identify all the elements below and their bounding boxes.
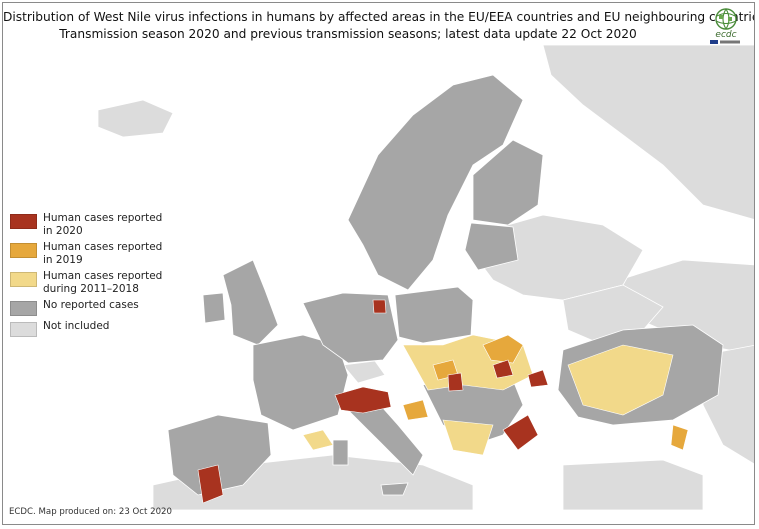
legend-swatch-2020 (10, 214, 37, 229)
ecdc-logo: ecdc (710, 8, 740, 44)
legend-item-2020: Human cases reported in 2020 (10, 212, 175, 237)
legend-label-no-cases: No reported cases (43, 299, 139, 311)
cases-2019-regions (402, 334, 689, 451)
legend-label-2020: Human cases reported in 2020 (43, 212, 163, 237)
legend-swatch-2019 (10, 243, 37, 258)
europe-map (3, 45, 754, 510)
legend-item-2019: Human cases reported in 2019 (10, 241, 175, 266)
title-line-1: Distribution of West Nile virus infectio… (3, 10, 755, 24)
legend-item-2011-2018: Human cases reported during 2011–2018 (10, 270, 175, 295)
map-legend: Human cases reported in 2020 Human cases… (10, 212, 175, 341)
map-title: Distribution of West Nile virus infectio… (3, 3, 755, 45)
legend-label-2019: Human cases reported in 2019 (43, 241, 163, 266)
cases-2020-regions (197, 299, 549, 504)
legend-swatch-no-cases (10, 301, 37, 316)
map-footer: ECDC. Map produced on: 23 Oct 2020 (9, 507, 172, 517)
title-line-2: Transmission season 2020 and previous tr… (59, 26, 637, 41)
logo-text: ecdc (715, 30, 736, 40)
legend-label-not-included: Not included (43, 320, 110, 332)
legend-swatch-not-included (10, 322, 37, 337)
legend-item-not-included: Not included (10, 320, 175, 337)
legend-item-no-cases: No reported cases (10, 299, 175, 316)
legend-label-2011-2018: Human cases reported during 2011–2018 (43, 270, 163, 295)
legend-swatch-2011-2018 (10, 272, 37, 287)
